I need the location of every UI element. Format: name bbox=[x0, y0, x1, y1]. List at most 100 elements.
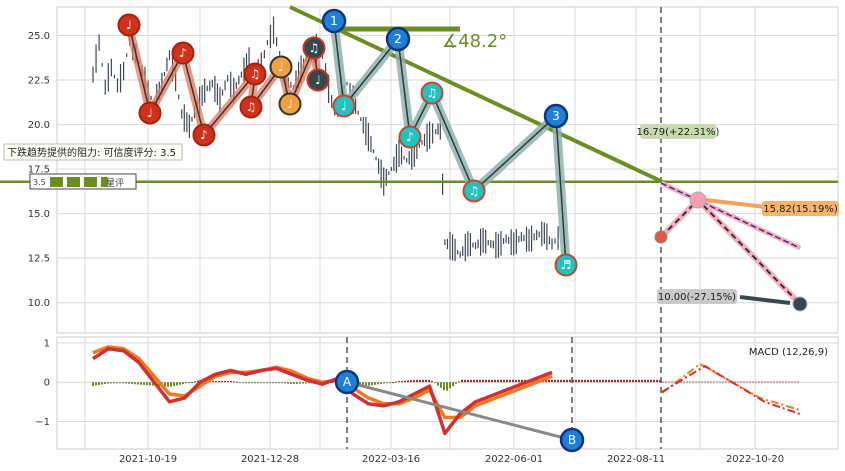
macd-histogram-bar bbox=[521, 379, 523, 383]
macd-histogram-bar bbox=[590, 379, 592, 383]
macd-histogram-bar bbox=[437, 382, 439, 386]
note-marker-glyph: ♩ bbox=[126, 18, 132, 32]
macd-histogram-bar-projected bbox=[767, 381, 769, 384]
macd-histogram-bar bbox=[368, 382, 370, 386]
macd-histogram-bar bbox=[431, 380, 433, 383]
macd-histogram-bar bbox=[629, 379, 631, 383]
macd-histogram-bar-projected bbox=[770, 381, 772, 384]
macd-histogram-bar bbox=[137, 382, 139, 385]
macd-histogram-bar bbox=[245, 382, 247, 384]
macd-histogram-bar bbox=[104, 382, 106, 385]
macd-histogram-bar bbox=[125, 382, 127, 384]
note-marker-circle bbox=[306, 68, 330, 92]
macd-histogram-bar bbox=[116, 382, 118, 384]
macd-histogram-bar-projected bbox=[773, 381, 775, 384]
macd-histogram-bar-projected bbox=[665, 381, 667, 384]
divergence-point-text: B bbox=[568, 433, 576, 447]
macd-histogram-bar bbox=[392, 382, 394, 384]
macd-histogram-bar bbox=[647, 379, 649, 383]
y-tick-label: 12.5 bbox=[28, 254, 50, 265]
macd-histogram-bar bbox=[164, 382, 166, 387]
macd-histogram-bar bbox=[224, 381, 226, 383]
macd-histogram-bar bbox=[413, 379, 415, 383]
macd-histogram-bar bbox=[518, 379, 520, 383]
macd-histogram-bar bbox=[362, 382, 364, 386]
macd-histogram-bar bbox=[569, 379, 571, 383]
divergence-point-circle bbox=[334, 369, 360, 395]
macd-histogram-bar bbox=[152, 382, 154, 386]
macd-histogram-bar bbox=[575, 379, 577, 383]
x-tick-label: 2021-10-19 bbox=[119, 454, 177, 465]
macd-histogram-bar bbox=[401, 380, 403, 383]
peak-arrow bbox=[705, 198, 766, 209]
note-marker: ♩ bbox=[269, 55, 293, 79]
macd-histogram-bar-projected bbox=[695, 381, 697, 384]
macd-histogram-bar-projected bbox=[794, 381, 796, 384]
note-marker-glyph: ♪ bbox=[406, 130, 414, 144]
note-marker-glyph: ♩ bbox=[287, 97, 293, 111]
macd-histogram-bar bbox=[476, 379, 478, 383]
macd-histogram-bar-projected bbox=[782, 381, 784, 384]
macd-histogram-bar-projected bbox=[692, 381, 694, 384]
price-callout-box bbox=[657, 289, 737, 304]
macd-histogram-bar-projected bbox=[689, 381, 691, 384]
note-marker: ♩ bbox=[117, 13, 141, 37]
macd-histogram-bar bbox=[92, 382, 94, 386]
macd-histogram-bar bbox=[185, 382, 187, 384]
macd-histogram-bar bbox=[440, 382, 442, 388]
macd-histogram-bar bbox=[119, 382, 121, 384]
note-marker: ♩ bbox=[332, 94, 356, 118]
macd-histogram-bar bbox=[653, 379, 655, 383]
macd-histogram-bar bbox=[461, 379, 463, 383]
note-marker-circle bbox=[302, 36, 326, 60]
macd-histogram-bar bbox=[134, 382, 136, 385]
macd-signal-projection bbox=[661, 362, 801, 411]
macd-histogram-bar bbox=[650, 379, 652, 383]
macd-histogram-bar bbox=[230, 381, 232, 383]
macd-histogram-bar-projected bbox=[752, 381, 754, 384]
y-tick-label: 20.0 bbox=[28, 120, 50, 131]
macd-histogram-bar bbox=[566, 379, 568, 383]
macd-histogram-bar bbox=[236, 381, 238, 383]
macd-histogram-bar bbox=[560, 379, 562, 383]
resistance-info-bg bbox=[3, 143, 183, 161]
rating-value: 3.5 bbox=[33, 178, 46, 187]
note-marker: ♫ bbox=[302, 36, 326, 60]
macd-histogram-bar bbox=[365, 382, 367, 386]
macd-histogram-bar bbox=[593, 379, 595, 383]
macd-histogram-bar bbox=[197, 380, 199, 383]
macd-histogram-bar bbox=[98, 382, 100, 385]
y-tick-label: 22.5 bbox=[28, 76, 50, 87]
macd-histogram-bar bbox=[221, 381, 223, 383]
wave-line-teal bbox=[333, 20, 567, 266]
macd-histogram-bar bbox=[140, 382, 142, 385]
macd-histogram-bar bbox=[545, 379, 547, 383]
rating-box: 3.5 星评 bbox=[29, 173, 137, 190]
wave-number-marker: 1 bbox=[321, 8, 347, 34]
y-tick-label: 17.5 bbox=[28, 165, 50, 176]
macd-histogram-bar bbox=[425, 379, 427, 383]
note-marker: ♫ bbox=[239, 95, 263, 119]
note-marker-glyph: ♫ bbox=[246, 100, 257, 114]
divergence-point: A bbox=[334, 369, 360, 395]
note-marker-glyph: ♫ bbox=[469, 184, 480, 198]
note-marker-circle bbox=[192, 123, 216, 147]
note-marker-circle bbox=[554, 253, 578, 277]
projection-start-point bbox=[654, 230, 668, 244]
macd-histogram-bar bbox=[251, 382, 253, 384]
price-callout-text: 10.00(-27.15%) bbox=[658, 292, 736, 303]
macd-signal-line bbox=[92, 345, 553, 420]
macd-histogram-bar bbox=[122, 382, 124, 384]
macd-histogram bbox=[92, 379, 799, 391]
macd-histogram-bar bbox=[557, 379, 559, 383]
macd-histogram-bar bbox=[389, 382, 391, 384]
wave-number-text: 1 bbox=[330, 14, 338, 28]
y-tick-label: 25.0 bbox=[28, 31, 50, 42]
macd-histogram-bar bbox=[617, 379, 619, 383]
macd-histogram-bar bbox=[242, 382, 244, 384]
macd-histogram-bar bbox=[602, 379, 604, 383]
note-marker-glyph: ♫ bbox=[250, 67, 261, 81]
macd-histogram-bar bbox=[272, 382, 274, 384]
macd-histogram-bar bbox=[143, 382, 145, 385]
